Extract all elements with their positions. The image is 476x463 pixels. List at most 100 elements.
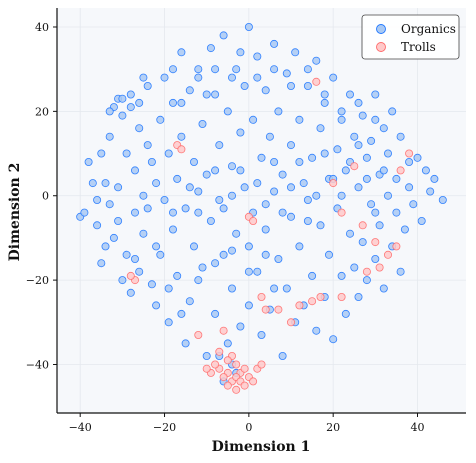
data-point bbox=[417, 216, 426, 225]
data-point bbox=[261, 250, 270, 259]
data-point bbox=[261, 200, 270, 209]
data-point bbox=[114, 183, 123, 192]
data-point bbox=[362, 153, 371, 162]
data-point bbox=[135, 98, 144, 107]
data-point bbox=[164, 318, 173, 327]
data-point bbox=[164, 149, 173, 158]
data-point bbox=[354, 292, 363, 301]
data-point bbox=[168, 225, 177, 234]
data-point bbox=[320, 149, 329, 158]
data-point bbox=[274, 305, 283, 314]
data-point bbox=[396, 132, 405, 141]
data-point bbox=[253, 267, 262, 276]
data-point bbox=[392, 242, 401, 251]
data-point bbox=[295, 242, 304, 251]
data-point bbox=[185, 86, 194, 95]
data-point bbox=[400, 225, 409, 234]
data-point bbox=[223, 381, 232, 390]
data-point bbox=[282, 69, 291, 78]
y-tick-label: 20 bbox=[35, 105, 49, 118]
data-point bbox=[185, 183, 194, 192]
data-point bbox=[337, 191, 346, 200]
data-point bbox=[253, 52, 262, 61]
data-point bbox=[421, 166, 430, 175]
data-point bbox=[270, 284, 279, 293]
data-point bbox=[409, 200, 418, 209]
data-point bbox=[350, 162, 359, 171]
data-point bbox=[371, 254, 380, 263]
x-tick-label: −20 bbox=[153, 421, 176, 434]
legend-label: Trolls bbox=[401, 40, 436, 54]
data-point bbox=[227, 162, 236, 171]
data-point bbox=[303, 195, 312, 204]
legend-box bbox=[361, 14, 460, 60]
data-point bbox=[358, 111, 367, 120]
data-point bbox=[371, 115, 380, 124]
data-point bbox=[278, 208, 287, 217]
data-point bbox=[337, 107, 346, 116]
data-point bbox=[240, 82, 249, 91]
data-point bbox=[295, 301, 304, 310]
data-point bbox=[392, 208, 401, 217]
data-point bbox=[181, 339, 190, 348]
data-point bbox=[194, 208, 203, 217]
data-point bbox=[316, 124, 325, 133]
data-point bbox=[126, 288, 135, 297]
data-point bbox=[265, 132, 274, 141]
data-point bbox=[405, 149, 414, 158]
data-point bbox=[413, 153, 422, 162]
data-point bbox=[232, 229, 241, 238]
data-point bbox=[371, 208, 380, 217]
data-point bbox=[105, 132, 114, 141]
data-point bbox=[337, 292, 346, 301]
data-point bbox=[223, 339, 232, 348]
data-point bbox=[282, 284, 291, 293]
data-point bbox=[388, 107, 397, 116]
data-point bbox=[303, 82, 312, 91]
data-point bbox=[426, 187, 435, 196]
data-point bbox=[312, 56, 321, 65]
data-point bbox=[198, 263, 207, 272]
data-point bbox=[177, 309, 186, 318]
data-point bbox=[341, 166, 350, 175]
data-point bbox=[244, 242, 253, 251]
data-point bbox=[130, 254, 139, 263]
data-point bbox=[236, 48, 245, 57]
data-point bbox=[308, 271, 317, 280]
data-point bbox=[105, 107, 114, 116]
data-point bbox=[232, 65, 241, 74]
data-point bbox=[126, 103, 135, 112]
data-point bbox=[194, 276, 203, 285]
data-point bbox=[130, 208, 139, 217]
data-point bbox=[329, 179, 338, 188]
legend: Organics Trolls bbox=[361, 14, 460, 60]
data-point bbox=[202, 90, 211, 99]
data-point bbox=[329, 73, 338, 82]
data-point bbox=[211, 309, 220, 318]
data-point bbox=[286, 141, 295, 150]
data-point bbox=[371, 238, 380, 247]
data-point bbox=[219, 31, 228, 40]
data-point bbox=[270, 39, 279, 48]
data-point bbox=[396, 166, 405, 175]
data-point bbox=[379, 284, 388, 293]
x-tick-label: 20 bbox=[326, 421, 340, 434]
data-point bbox=[211, 360, 220, 369]
data-point bbox=[223, 356, 232, 365]
data-point bbox=[152, 179, 161, 188]
data-point bbox=[379, 166, 388, 175]
data-point bbox=[392, 174, 401, 183]
data-point bbox=[189, 157, 198, 166]
y-tick-label: 40 bbox=[35, 21, 49, 34]
x-tick-label: 0 bbox=[245, 421, 252, 434]
data-point bbox=[274, 254, 283, 263]
data-point bbox=[139, 191, 148, 200]
data-point bbox=[350, 263, 359, 272]
data-point bbox=[345, 90, 354, 99]
data-point bbox=[295, 115, 304, 124]
data-point bbox=[295, 157, 304, 166]
data-point bbox=[257, 360, 266, 369]
data-point bbox=[329, 335, 338, 344]
data-point bbox=[118, 94, 127, 103]
